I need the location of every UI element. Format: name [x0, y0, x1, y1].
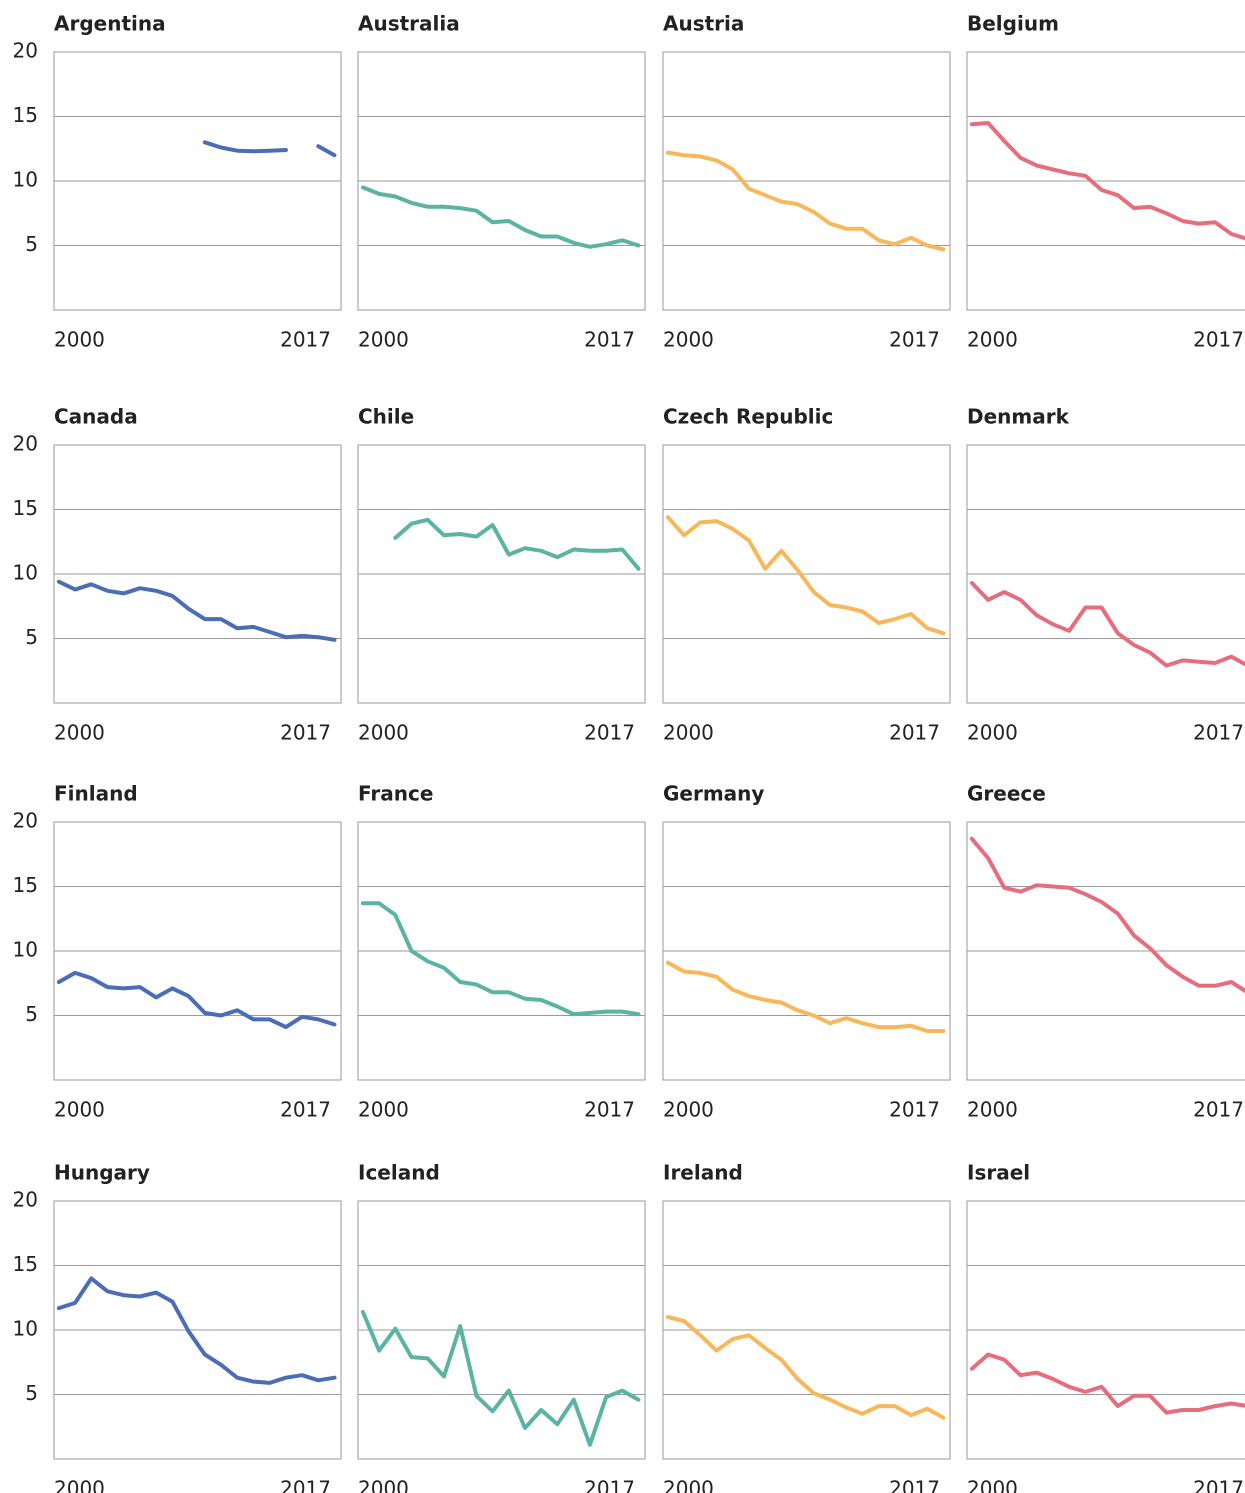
x-tick-label: 2017 [280, 1477, 331, 1493]
y-tick-label: 10 [13, 938, 38, 962]
data-line [56, 579, 337, 642]
panel-title: Iceland [358, 1161, 440, 1185]
panel-title: Czech Republic [663, 405, 833, 429]
x-tick-label: 2000 [663, 1098, 714, 1122]
data-line [56, 970, 337, 1030]
y-tick-label: 10 [13, 168, 38, 192]
x-tick-label: 2000 [54, 1477, 105, 1493]
x-tick-label: 2017 [889, 328, 940, 352]
x-tick-label: 2017 [1193, 721, 1244, 745]
data-line [202, 140, 337, 158]
x-tick-label: 2000 [358, 1098, 409, 1122]
x-tick-label: 2000 [358, 1477, 409, 1493]
x-tick-label: 2000 [967, 1477, 1018, 1493]
data-line [360, 901, 641, 1017]
x-tick-label: 2000 [663, 1477, 714, 1493]
x-tick-label: 2017 [1193, 1098, 1244, 1122]
y-tick-label: 15 [13, 1252, 38, 1276]
panel-title: Australia [358, 12, 460, 36]
panel-title: Belgium [967, 12, 1059, 36]
panel-title: Argentina [54, 12, 166, 36]
panel-title: Canada [54, 405, 138, 429]
x-tick-label: 2017 [889, 721, 940, 745]
y-tick-label: 20 [13, 432, 38, 456]
data-line [969, 1352, 1245, 1415]
data-line [969, 581, 1245, 668]
y-tick-label: 5 [25, 625, 38, 649]
y-tick-label: 15 [13, 496, 38, 520]
y-tick-label: 10 [13, 1317, 38, 1341]
x-tick-label: 2000 [54, 1098, 105, 1122]
x-tick-label: 2017 [280, 721, 331, 745]
y-tick-label: 15 [13, 103, 38, 127]
data-line [665, 1315, 946, 1420]
x-tick-label: 2017 [889, 1477, 940, 1493]
y-tick-label: 5 [25, 1002, 38, 1026]
panel-title: Hungary [54, 1161, 150, 1185]
panel-title: Ireland [663, 1161, 743, 1185]
x-tick-label: 2017 [1193, 328, 1244, 352]
y-tick-label: 5 [25, 232, 38, 256]
x-tick-label: 2017 [584, 1098, 635, 1122]
panel-title: France [358, 782, 433, 806]
x-tick-label: 2017 [1193, 1477, 1244, 1493]
y-tick-label: 20 [13, 39, 38, 63]
data-line [969, 121, 1245, 241]
panel-title: Germany [663, 782, 764, 806]
x-tick-label: 2017 [889, 1098, 940, 1122]
x-tick-label: 2000 [358, 721, 409, 745]
data-line [665, 150, 946, 252]
x-tick-label: 2017 [280, 328, 331, 352]
y-tick-label: 5 [25, 1381, 38, 1405]
y-tick-label: 20 [13, 1188, 38, 1212]
y-tick-label: 20 [13, 809, 38, 833]
data-line [665, 515, 946, 636]
x-tick-label: 2000 [358, 328, 409, 352]
x-tick-label: 2000 [967, 1098, 1018, 1122]
x-tick-label: 2017 [584, 1477, 635, 1493]
y-tick-label: 10 [13, 561, 38, 585]
x-tick-label: 2000 [54, 721, 105, 745]
data-line [393, 517, 641, 571]
x-tick-label: 2000 [54, 328, 105, 352]
x-tick-label: 2017 [584, 328, 635, 352]
y-tick-label: 15 [13, 873, 38, 897]
data-line [360, 185, 641, 249]
x-tick-label: 2000 [967, 721, 1018, 745]
panel-title: Greece [967, 782, 1046, 806]
x-tick-label: 2000 [663, 721, 714, 745]
x-tick-label: 2017 [280, 1098, 331, 1122]
panel-title: Denmark [967, 405, 1070, 429]
x-tick-label: 2017 [584, 721, 635, 745]
panel-title: Chile [358, 405, 414, 429]
data-line [665, 960, 946, 1033]
panel-title: Israel [967, 1161, 1030, 1185]
panel-title: Austria [663, 12, 744, 36]
data-line [56, 1276, 337, 1385]
panel-title: Finland [54, 782, 138, 806]
data-line [360, 1309, 641, 1447]
x-tick-label: 2000 [663, 328, 714, 352]
data-line [969, 836, 1245, 994]
x-tick-label: 2000 [967, 328, 1018, 352]
